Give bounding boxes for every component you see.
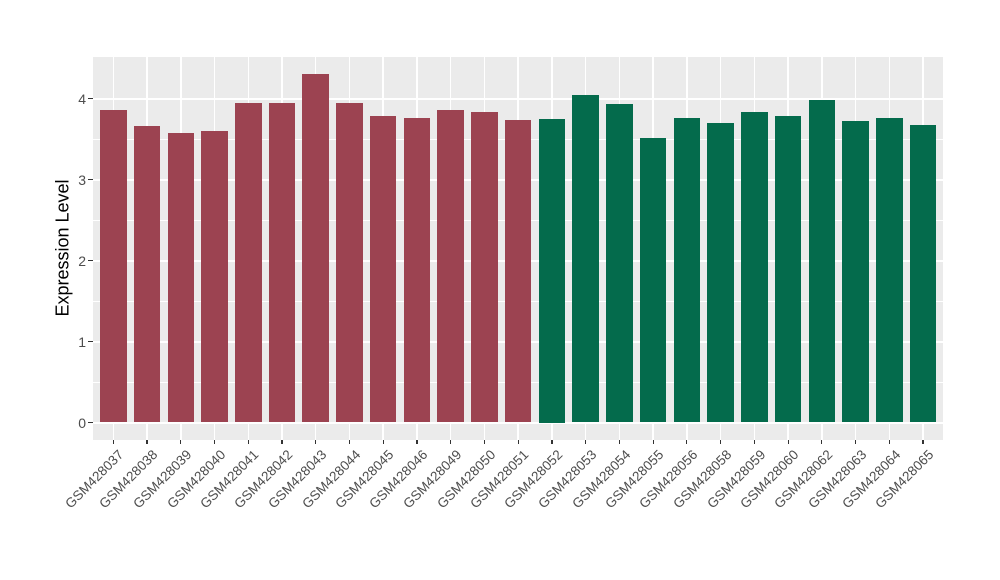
x-tick-mark [450, 440, 452, 444]
x-tick-mark [281, 440, 283, 444]
bar-GSM428037 [100, 109, 127, 423]
bar-GSM428059 [741, 112, 768, 423]
x-tick-mark [315, 440, 317, 444]
bar-GSM428046 [403, 117, 431, 423]
x-tick-mark [652, 440, 654, 444]
x-tick-mark [146, 440, 148, 444]
plot-panel [93, 57, 943, 440]
bar-GSM428060 [774, 115, 802, 423]
bar-GSM428042 [268, 103, 296, 423]
bar-GSM428039 [167, 133, 195, 423]
bar-GSM428054 [606, 104, 633, 423]
y-tick-label: 2 [78, 252, 86, 269]
bar-GSM428045 [369, 115, 397, 423]
x-tick-mark [112, 440, 114, 444]
x-tick-mark [922, 440, 924, 444]
bar-GSM428044 [336, 103, 363, 423]
y-tick-mark [88, 259, 93, 262]
bar-GSM428049 [437, 109, 464, 423]
x-tick-mark [416, 440, 418, 444]
bar-GSM428050 [471, 112, 498, 423]
bar-GSM428064 [876, 117, 903, 423]
y-tick-label: 4 [78, 90, 86, 107]
bar-GSM428063 [842, 121, 869, 423]
x-tick-mark [821, 440, 823, 444]
y-tick-mark [88, 97, 93, 100]
x-tick-mark [618, 440, 620, 444]
x-tick-mark [213, 440, 216, 444]
x-tick-mark [686, 440, 688, 444]
x-tick-mark [888, 440, 890, 444]
y-tick-label: 0 [78, 414, 86, 431]
y-tick-mark [88, 421, 93, 424]
x-tick-mark [348, 440, 351, 444]
x-tick-mark [720, 440, 722, 444]
x-tick-mark [180, 440, 182, 444]
x-tick-mark [787, 440, 789, 444]
x-tick-mark [585, 440, 587, 444]
bar-GSM428058 [707, 122, 734, 423]
bar-GSM428043 [302, 74, 329, 423]
x-tick-mark [517, 440, 519, 444]
bar-GSM428041 [235, 103, 262, 423]
bar-GSM428052 [538, 118, 566, 423]
bar-GSM428065 [909, 125, 937, 423]
y-tick-mark [88, 340, 93, 343]
bar-GSM428053 [572, 95, 599, 423]
y-tick-label: 3 [78, 171, 86, 188]
bar-GSM428062 [808, 100, 836, 423]
x-tick-mark [854, 440, 857, 444]
y-axis-title: Expression Level [52, 179, 73, 317]
bar-GSM428038 [133, 126, 161, 423]
y-tick-label: 1 [78, 333, 86, 350]
x-tick-mark [247, 440, 249, 444]
bar-GSM428040 [201, 130, 228, 423]
x-tick-mark [753, 440, 755, 444]
x-tick-mark [483, 440, 486, 444]
bar-GSM428051 [504, 119, 532, 423]
x-tick-mark [551, 440, 553, 444]
y-tick-mark [88, 178, 93, 181]
bar-GSM428055 [639, 138, 667, 423]
x-tick-mark [382, 440, 384, 444]
bar-GSM428056 [673, 117, 701, 423]
